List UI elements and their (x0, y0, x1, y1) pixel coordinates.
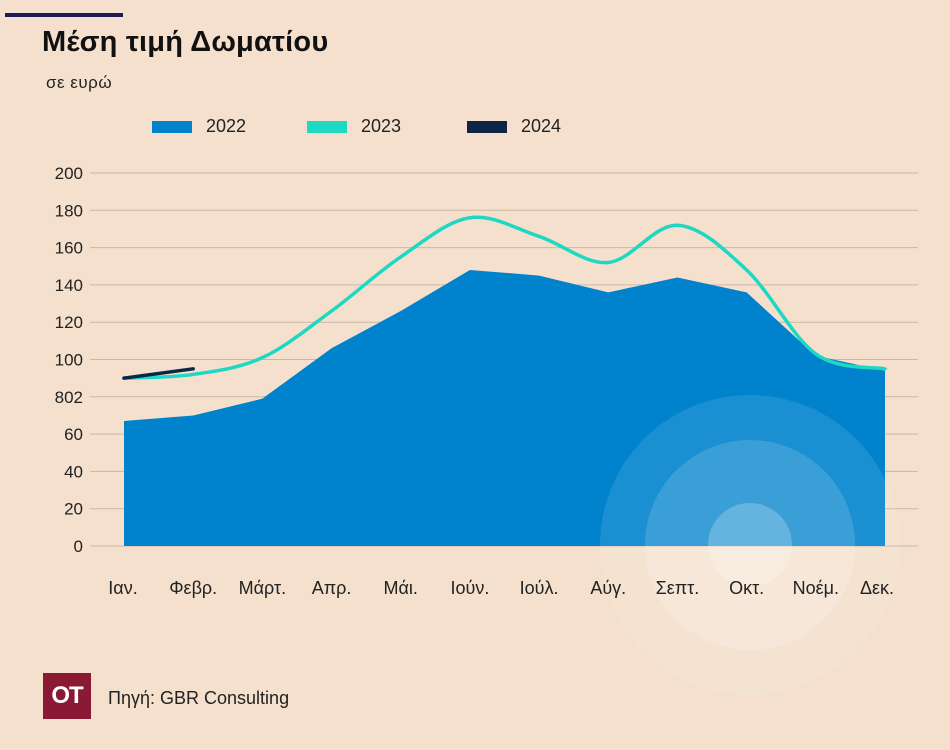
x-tick-label: Ιαν. (108, 578, 137, 598)
legend-item-2022[interactable]: 2022 (152, 116, 246, 137)
chart-subtitle: σε ευρώ (46, 73, 113, 92)
top-accent-bar (5, 13, 123, 17)
x-tick-label: Μάι. (384, 578, 418, 598)
legend-swatch-2022 (152, 120, 192, 133)
line-series-2024[interactable] (122, 367, 195, 380)
x-tick-label: Νοέμ. (793, 578, 839, 598)
glow-ring-middle (645, 440, 855, 650)
source-note: Πηγή: GBR Consulting (108, 688, 290, 708)
legend-label-2024: 2024 (521, 116, 562, 136)
y-tick-label: 60 (64, 425, 83, 444)
y-tick-label: 40 (64, 462, 83, 481)
x-tick-label: Φεβρ. (169, 578, 217, 598)
y-tick-label: 180 (55, 201, 83, 220)
x-tick-label: Απρ. (312, 578, 352, 598)
line-series-2023[interactable] (122, 215, 887, 380)
x-tick-label: Ιούλ. (520, 578, 559, 598)
glow-ring-outer (600, 395, 900, 695)
x-tick-label: Δεκ. (860, 578, 894, 598)
y-tick-label: 802 (55, 388, 83, 407)
x-tick-label: Μάρτ. (239, 578, 287, 598)
y-tick-label: 120 (55, 313, 83, 332)
legend-item-2024[interactable]: 2024 (467, 116, 561, 137)
y-tick-label: 140 (55, 276, 83, 295)
y-axis-ticks: 0 20 40 60 802 100 120 140 160 180 200 (55, 164, 83, 556)
glow-ring-inner (708, 503, 792, 587)
chart-title: Μέση τιμή Δωματίου (42, 26, 329, 58)
x-axis-ticks: Ιαν. Φεβρ. Μάρτ. Απρ. Μάι. Ιούν. Ιούλ. Αύγ. Σεπτ… (108, 578, 894, 598)
glow-decoration (600, 395, 900, 695)
y-tick-label: 160 (55, 239, 83, 258)
legend: 2022 2023 2024 (0, 116, 950, 142)
x-tick-label: Οκτ. (729, 578, 764, 598)
y-tick-label: 20 (64, 500, 83, 519)
x-tick-label: Ιούν. (450, 578, 489, 598)
series-layer (122, 215, 887, 546)
ot-logo: OT (43, 673, 91, 719)
y-tick-label: 0 (74, 537, 83, 556)
legend-label-2023: 2023 (361, 116, 402, 136)
legend-swatch-2023 (307, 120, 347, 133)
y-tick-label: 200 (55, 164, 83, 183)
legend-item-2023[interactable]: 2023 (307, 116, 401, 137)
y-tick-label: 100 (55, 351, 83, 370)
x-tick-label: Σεπτ. (656, 578, 700, 598)
x-tick-label: Αύγ. (590, 578, 626, 598)
legend-label-2022: 2022 (206, 116, 247, 136)
legend-swatch-2024 (467, 120, 507, 133)
area-series-2022[interactable] (124, 269, 885, 546)
